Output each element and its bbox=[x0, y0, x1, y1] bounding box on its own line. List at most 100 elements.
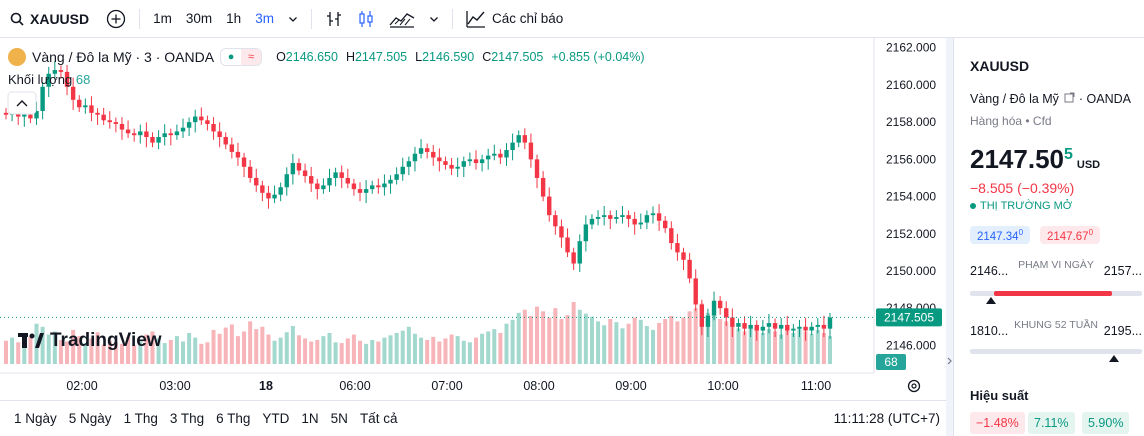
volume-bar bbox=[773, 331, 778, 364]
gear-icon[interactable] bbox=[907, 379, 921, 393]
external-link-icon[interactable] bbox=[1064, 92, 1075, 103]
candle bbox=[162, 133, 167, 138]
volume-bar bbox=[425, 339, 430, 364]
collapse-legend-button[interactable] bbox=[7, 91, 37, 115]
volume-bar bbox=[461, 340, 466, 364]
volume-bar bbox=[406, 326, 411, 364]
y-tick-label: 2150.000 bbox=[886, 264, 936, 278]
candle bbox=[778, 324, 784, 329]
week-marker-icon bbox=[1109, 355, 1119, 362]
range-button[interactable]: 5 Ngày bbox=[68, 411, 112, 426]
candle bbox=[388, 179, 393, 184]
price-chart[interactable]: 2162.000 2160.000 2158.000 2156.000 2154.000… bbox=[0, 38, 946, 400]
symbol-search[interactable]: XAUUSD bbox=[0, 11, 99, 27]
volume-bar bbox=[107, 340, 112, 364]
style-dropdown[interactable] bbox=[422, 0, 446, 38]
candle bbox=[400, 166, 405, 175]
week-range-bar bbox=[970, 349, 1142, 354]
indicators-button[interactable]: Các chỉ báo bbox=[459, 0, 570, 38]
legend-title[interactable]: Vàng / Đô la Mỹ · 3 · OANDA bbox=[32, 49, 215, 65]
range-button[interactable]: YTD bbox=[262, 411, 290, 426]
candle bbox=[113, 122, 119, 124]
perf-cell[interactable]: 7.11% bbox=[1028, 412, 1075, 434]
candle bbox=[199, 116, 204, 121]
volume-bar bbox=[278, 337, 283, 364]
candle bbox=[144, 131, 149, 138]
timeframe-dropdown[interactable] bbox=[281, 0, 305, 38]
timeframe-30m[interactable]: 30m bbox=[185, 11, 213, 26]
volume-bar bbox=[522, 309, 527, 364]
candle bbox=[308, 176, 314, 184]
volume-bar bbox=[473, 337, 478, 364]
candle bbox=[791, 328, 796, 331]
dot-icon: ● bbox=[227, 51, 235, 63]
candle bbox=[687, 259, 692, 279]
candle bbox=[608, 215, 613, 219]
range-button[interactable]: 1N bbox=[301, 411, 319, 426]
volume-bar bbox=[724, 321, 729, 364]
candle bbox=[675, 243, 680, 253]
y-tick-label: 2152.000 bbox=[886, 227, 936, 241]
divider bbox=[310, 8, 312, 29]
volume-bar bbox=[376, 341, 381, 364]
candle bbox=[254, 177, 259, 186]
candle bbox=[656, 213, 662, 221]
timeframe-1m[interactable]: 1m bbox=[153, 11, 172, 26]
volume-bar bbox=[119, 343, 124, 364]
volume-bar bbox=[412, 333, 417, 364]
volume-bar bbox=[449, 334, 454, 364]
candle bbox=[449, 164, 454, 169]
volume-bar bbox=[577, 309, 582, 364]
candle bbox=[809, 326, 814, 331]
x-tick-label: 18 bbox=[259, 379, 273, 393]
area-style-button[interactable] bbox=[382, 0, 422, 38]
range-button[interactable]: Tất cả bbox=[359, 411, 398, 426]
symbol-details-panel: XAUUSD Vàng / Đô la Mỹ · OANDA Hàng hóa … bbox=[953, 38, 1144, 436]
candle bbox=[437, 157, 442, 162]
clock[interactable]: 11:11:28 (UTC+7) bbox=[833, 411, 940, 426]
chart-pane[interactable]: 2162.000 2160.000 2158.000 2156.000 2154.000… bbox=[0, 38, 946, 400]
volume-bar bbox=[345, 338, 350, 364]
candle bbox=[247, 166, 253, 178]
candle bbox=[736, 323, 741, 327]
candle bbox=[565, 237, 570, 253]
market-status-badge[interactable]: ● ≈ bbox=[220, 48, 263, 66]
volume-bar bbox=[364, 343, 369, 364]
candle bbox=[28, 114, 33, 119]
bar-style-button[interactable] bbox=[318, 0, 350, 38]
chevron-down-icon bbox=[288, 16, 297, 22]
volume-bar bbox=[516, 312, 521, 364]
candle bbox=[589, 218, 595, 225]
detail-symbol[interactable]: XAUUSD bbox=[970, 58, 1030, 74]
range-button[interactable]: 5N bbox=[330, 411, 348, 426]
perf-cell[interactable]: −1.48% bbox=[970, 412, 1025, 434]
range-button[interactable]: 6 Thg bbox=[216, 411, 251, 426]
perf-cell[interactable]: 5.90% bbox=[1082, 412, 1130, 434]
volume-bar bbox=[675, 321, 680, 364]
candle bbox=[278, 187, 283, 195]
add-symbol-button[interactable] bbox=[99, 0, 133, 38]
volume-bar bbox=[486, 331, 491, 364]
candle bbox=[742, 323, 747, 329]
volume-bar bbox=[168, 339, 173, 364]
volume-bar bbox=[736, 328, 741, 364]
candle bbox=[553, 215, 558, 227]
candle bbox=[382, 183, 387, 188]
candle-style-button[interactable] bbox=[350, 0, 382, 38]
candle bbox=[760, 326, 766, 331]
candle bbox=[223, 137, 228, 145]
candle bbox=[717, 300, 723, 309]
volume-bar bbox=[559, 319, 564, 364]
volume-bar bbox=[565, 315, 570, 364]
timeframe-3m[interactable]: 3m bbox=[255, 11, 274, 26]
range-button[interactable]: 1 Ngày bbox=[14, 411, 57, 426]
candle bbox=[156, 137, 161, 143]
volume-bar bbox=[669, 315, 674, 364]
chevron-down-icon bbox=[429, 16, 438, 22]
volume-bar bbox=[803, 331, 808, 364]
timeframe-1h[interactable]: 1h bbox=[226, 11, 242, 26]
panel-resizer[interactable] bbox=[946, 38, 953, 436]
range-button[interactable]: 1 Thg bbox=[123, 411, 158, 426]
detail-category: Hàng hóa • Cfd bbox=[970, 114, 1052, 128]
range-button[interactable]: 3 Thg bbox=[169, 411, 205, 426]
